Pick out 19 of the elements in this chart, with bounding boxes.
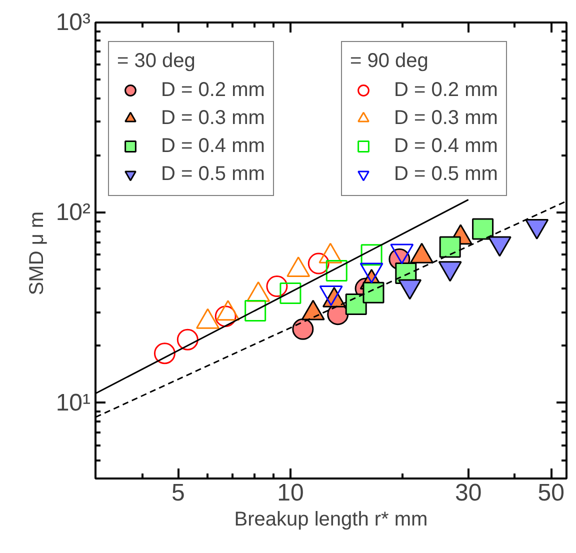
x-tick-label: 50 [538, 480, 564, 506]
legend-label: D = 0.3 mm [161, 106, 265, 130]
legend-label: D = 0.4 mm [161, 134, 265, 158]
text: = 90 deg [350, 50, 428, 72]
x-tick-label: 30 [455, 480, 482, 506]
y-tick-label: 10³ [56, 9, 91, 36]
legend-label: D = 0.4 mm [394, 134, 498, 158]
text: = 30 deg [117, 50, 196, 72]
y-tick-label: 10¹ [56, 389, 91, 416]
legend-label: D = 0.2 mm [394, 78, 498, 102]
legend-label: D = 0.5 mm [161, 162, 265, 186]
legend-label: D = 0.5 mm [394, 162, 498, 186]
legend-label: D = 0.2 mm [161, 78, 265, 102]
x-axis-title: Breakup length r* mm [234, 508, 428, 530]
y-tick-label: 10² [56, 199, 91, 226]
x-tick-label: 5 [172, 480, 185, 506]
x-tick-label: 10 [277, 480, 304, 506]
y-axis-title: SMD μ m [26, 211, 48, 296]
legend-label: D = 0.3 mm [394, 106, 498, 130]
